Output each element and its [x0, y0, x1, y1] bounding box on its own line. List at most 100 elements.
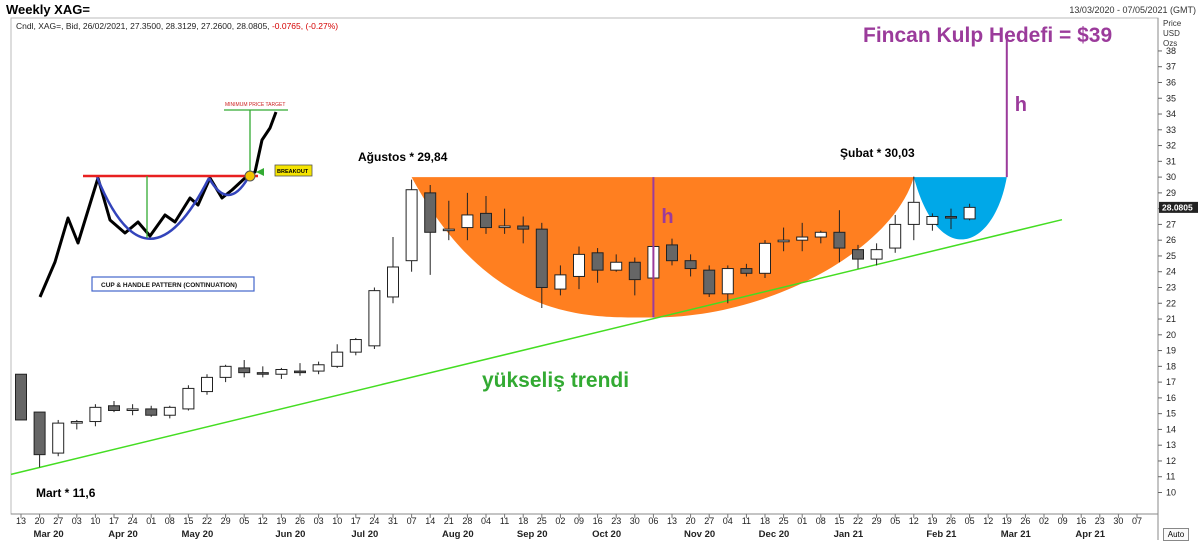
candle-body-up — [796, 236, 809, 241]
candle — [554, 265, 567, 296]
candle-body-down — [945, 216, 957, 219]
candle — [275, 367, 288, 379]
candle — [907, 176, 920, 241]
august-high-label: Ağustos * 29,84 — [358, 150, 448, 164]
candle — [759, 240, 771, 279]
cup-depth-label: h — [661, 206, 673, 228]
day-label: 12 — [909, 516, 919, 526]
price-axis-header-unit: USD — [1163, 29, 1180, 38]
time-axis: 13 20 27 03 10 17 24 01 08 15 22 29 05 12 19 26 03 10 17 24… — [16, 514, 1142, 540]
day-label: 15 — [834, 516, 844, 526]
day-label: 07 — [1132, 516, 1142, 526]
candle-body-up — [368, 290, 381, 347]
price-tick-label: 19 — [1166, 346, 1176, 356]
day-label: 17 — [109, 516, 119, 526]
candle-body-down — [108, 405, 120, 411]
candle — [312, 361, 325, 375]
candle-body-down — [852, 249, 864, 260]
candle — [610, 254, 623, 272]
month-label: Mar 20 — [34, 529, 64, 540]
chart-title: Weekly XAG= — [6, 2, 90, 17]
candle-body-up — [126, 408, 139, 411]
month-label: Mar 21 — [1001, 529, 1032, 540]
day-label: 25 — [537, 516, 547, 526]
candle — [889, 214, 902, 253]
candle-body-down — [256, 372, 269, 375]
day-label: 14 — [425, 516, 435, 526]
price-tick-label: 21 — [1166, 314, 1176, 324]
candle-body-up — [870, 249, 883, 260]
candle — [145, 405, 158, 417]
uptrend-line — [10, 218, 1063, 476]
candle — [833, 210, 846, 263]
day-label: 10 — [90, 516, 100, 526]
candle — [498, 208, 511, 234]
candle-body-down — [666, 244, 678, 262]
price-tick-label: 10 — [1166, 488, 1176, 498]
uptrend-label: yükseliş trendi — [482, 369, 629, 392]
candle-body-up — [721, 268, 734, 295]
candle — [33, 411, 46, 468]
inset-price-path — [38, 111, 278, 298]
last-price-tag — [1159, 201, 1198, 213]
candle — [238, 360, 251, 378]
last-price-value: 28.0805 — [1162, 202, 1193, 212]
inset-cup-curve — [95, 176, 211, 240]
ohlc-info: Cndl, XAG=, Bid, 26/02/2021, 27.3500, 28… — [16, 21, 338, 31]
candle — [573, 246, 585, 290]
pattern-illustration: MINIMUM PRICE TARGET BREAKOUT CUP & HAND… — [38, 102, 313, 298]
day-label: 26 — [946, 516, 956, 526]
candle-body-up — [275, 368, 288, 375]
day-label: 01 — [797, 516, 807, 526]
candle-body-up — [498, 225, 511, 229]
candle — [163, 405, 176, 419]
candle-body-down — [535, 228, 548, 288]
day-label: 02 — [1039, 516, 1049, 526]
price-tick-label: 15 — [1166, 409, 1176, 419]
candle-body-up — [349, 339, 362, 353]
auto-scale-button[interactable]: Auto — [1163, 528, 1189, 541]
price-tick-label: 38 — [1166, 46, 1176, 56]
candle — [15, 373, 27, 421]
candle — [870, 243, 883, 266]
price-axis: 1011121314151617181920212223242526272829… — [1158, 46, 1176, 498]
candle-body-up — [610, 261, 623, 271]
candle-body-up — [907, 201, 920, 225]
inset-breakout-label: BREAKOUT — [277, 169, 309, 175]
candle-body-up — [182, 387, 195, 410]
price-tick-label: 32 — [1166, 141, 1176, 151]
day-label: 17 — [351, 516, 361, 526]
day-label: 24 — [128, 516, 138, 526]
candle-body-up — [926, 216, 939, 225]
month-label: Jul 20 — [351, 529, 378, 540]
price-tick-label: 13 — [1166, 440, 1176, 450]
candle-body-up — [52, 422, 65, 454]
candle — [387, 237, 399, 304]
day-label: 04 — [481, 516, 491, 526]
day-label: 15 — [183, 516, 193, 526]
candle-body-up — [573, 253, 585, 277]
candle-body-up — [442, 228, 455, 232]
february-high-label: Şubat * 30,03 — [840, 146, 915, 160]
ohlc-change: -0.0765, (-0.27%) — [271, 21, 339, 31]
candle-body-up — [219, 365, 232, 378]
day-label: 05 — [965, 516, 975, 526]
month-label: Aug 20 — [442, 529, 474, 540]
candle-body-up — [759, 242, 771, 274]
candle-body-down — [145, 408, 158, 416]
day-label: 13 — [667, 516, 677, 526]
price-tick-label: 14 — [1166, 424, 1176, 434]
day-label: 26 — [1020, 516, 1030, 526]
day-label: 08 — [165, 516, 175, 526]
price-tick-label: 35 — [1166, 93, 1176, 103]
price-tick-label: 18 — [1166, 361, 1176, 371]
day-label: 11 — [500, 516, 509, 526]
candle — [461, 192, 474, 241]
day-label: 19 — [1002, 516, 1012, 526]
candle — [684, 254, 697, 277]
candle — [814, 230, 827, 244]
day-label: 21 — [444, 516, 454, 526]
inset-breakout-point — [244, 170, 256, 182]
price-tick-label: 26 — [1166, 235, 1176, 245]
day-label: 12 — [258, 516, 268, 526]
